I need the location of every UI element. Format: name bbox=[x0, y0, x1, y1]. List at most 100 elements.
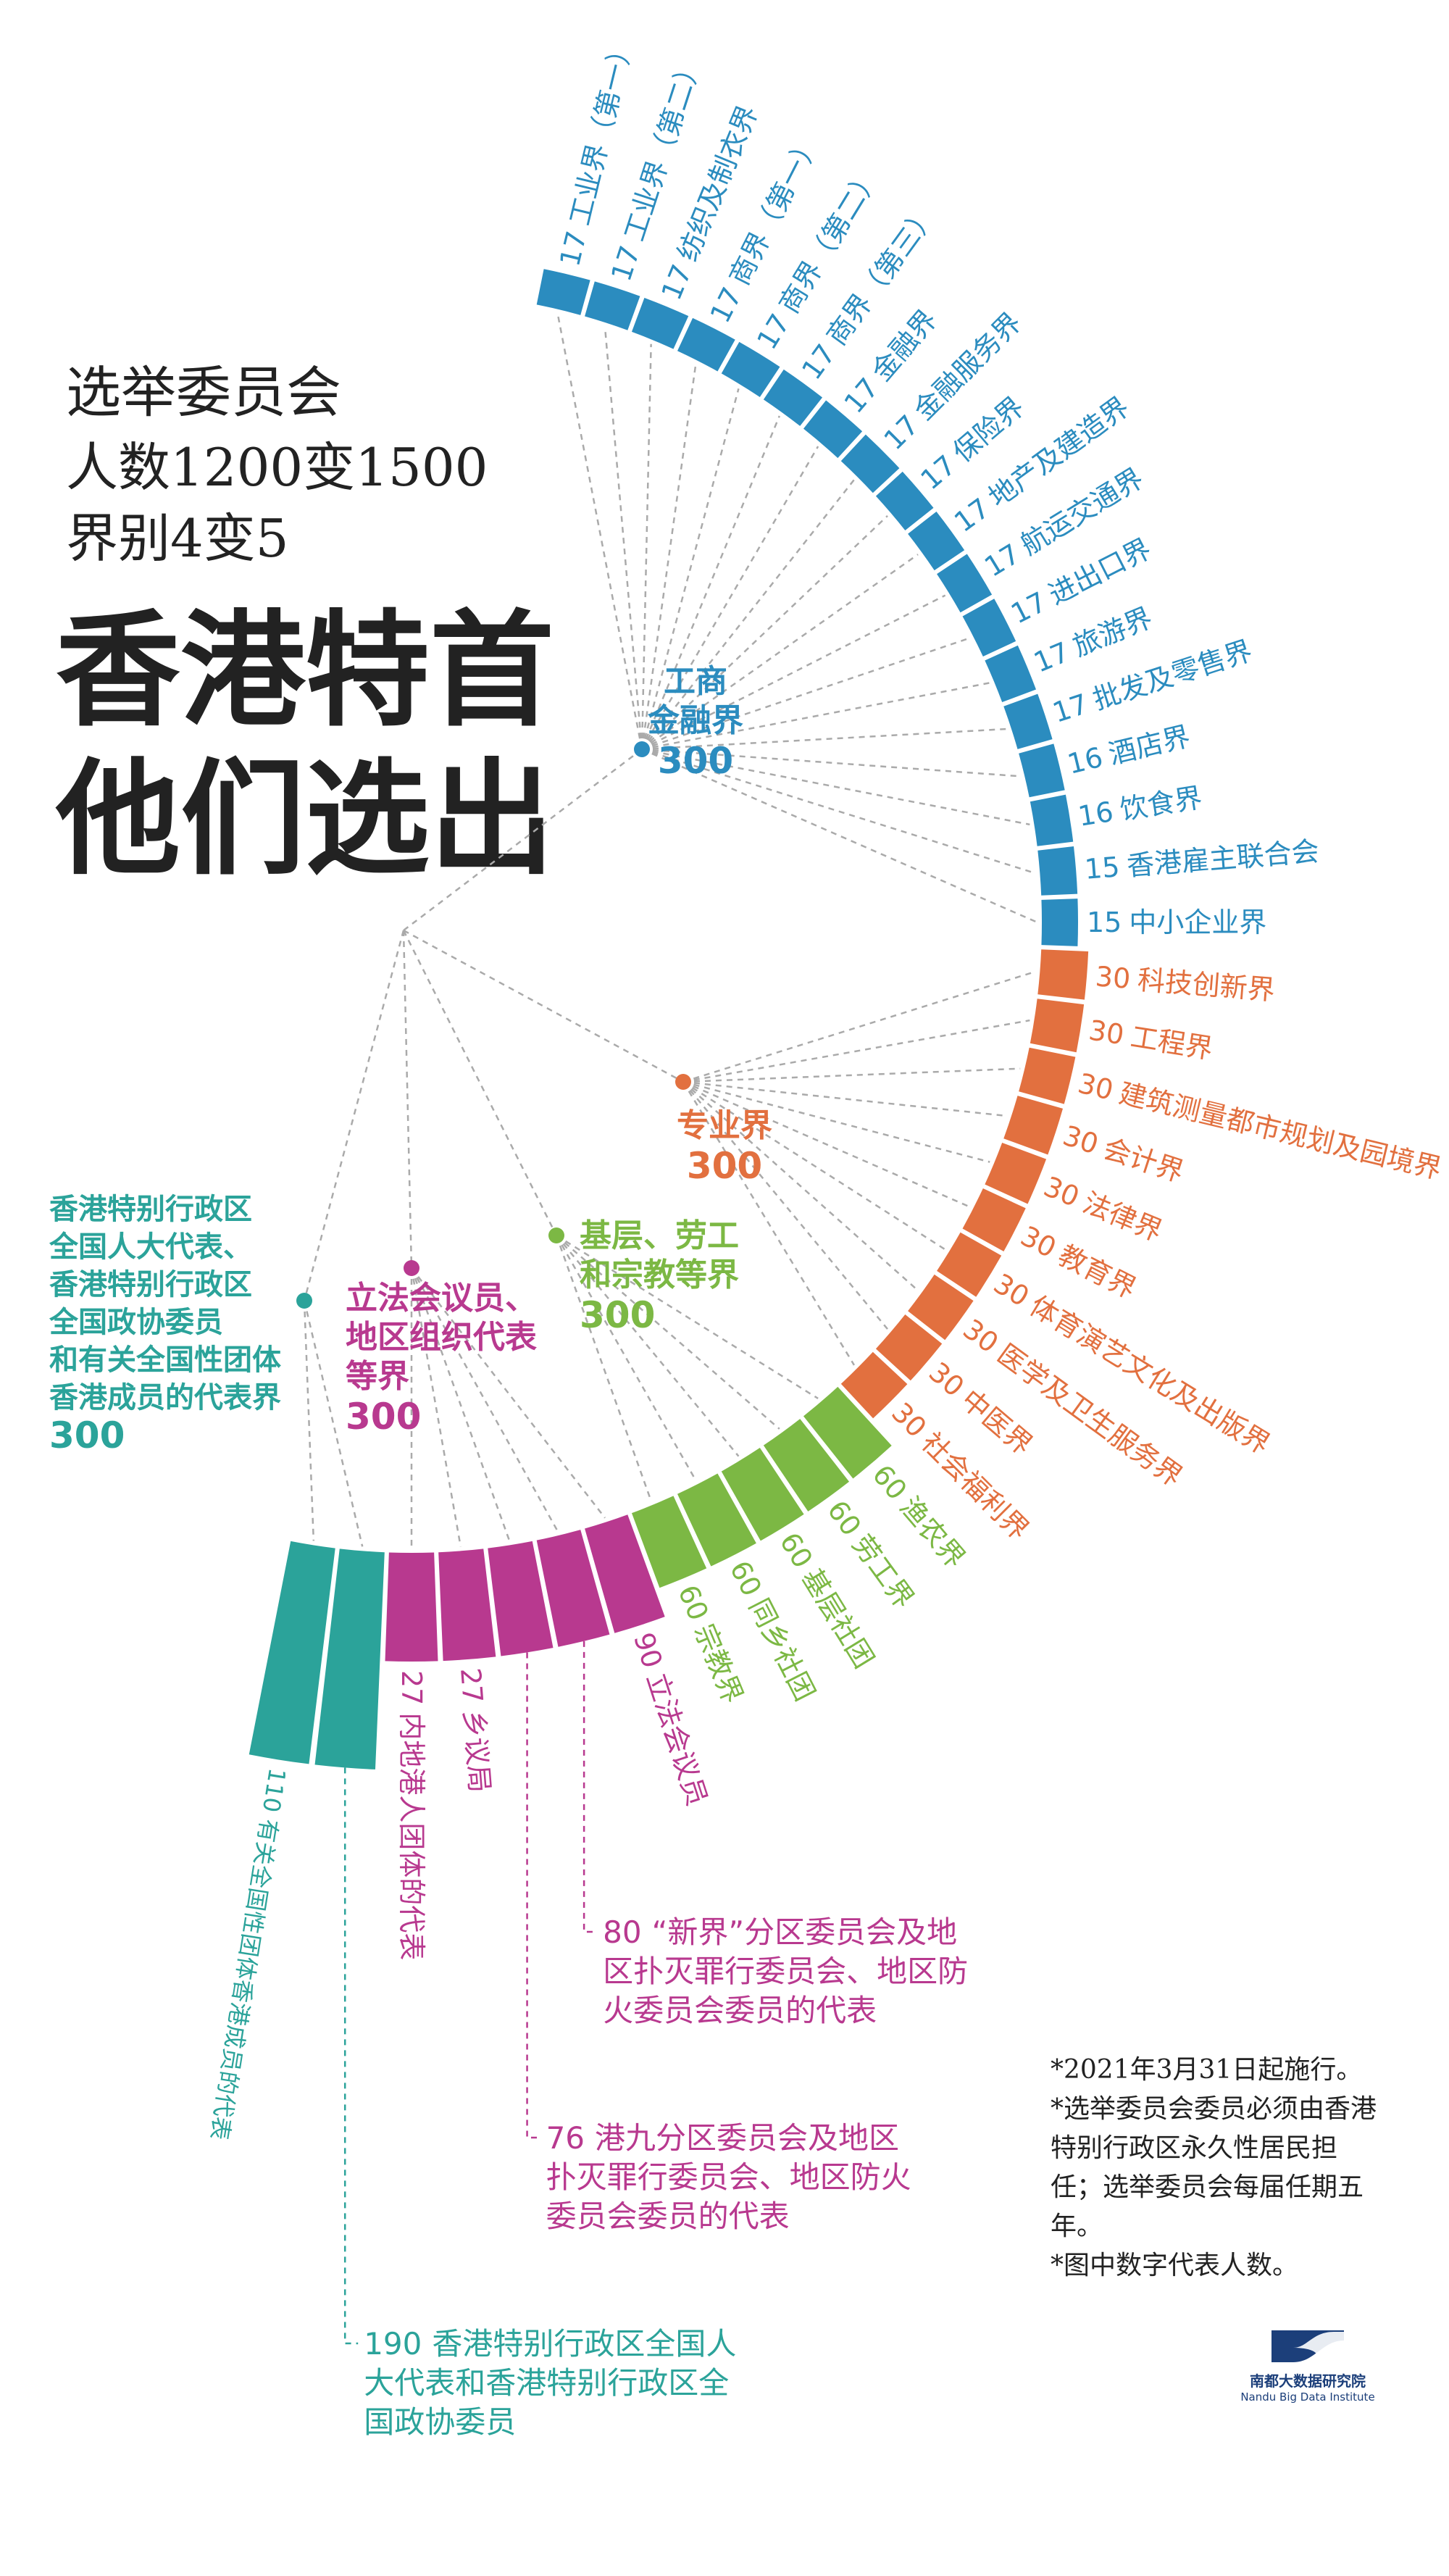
sector-bar bbox=[1030, 794, 1074, 846]
sector-label: 16酒店界 bbox=[1064, 720, 1193, 780]
sector-bar bbox=[1041, 899, 1078, 946]
callout-label: 76 港九分区委员会及地区扑灭罪行委员会、地区防火委员会委员的代表 bbox=[546, 2119, 919, 2236]
sector-bar bbox=[763, 1419, 850, 1512]
sector-leader bbox=[641, 748, 1036, 875]
sector-value: 30 bbox=[1094, 960, 1132, 995]
sector-leader bbox=[682, 1080, 946, 1251]
sector-bar bbox=[840, 1351, 908, 1419]
group-dot bbox=[634, 741, 650, 757]
sector-value: 16 bbox=[1064, 741, 1106, 780]
sector-bar bbox=[721, 1448, 804, 1541]
group-name: 等界 bbox=[346, 1358, 409, 1395]
sector-name: 同乡社团 bbox=[743, 1593, 821, 1706]
note: *2021年3月31日起施行。 bbox=[1051, 2055, 1363, 2085]
sector-bar bbox=[1037, 949, 1089, 1000]
header-line: 界别4变5 bbox=[66, 508, 289, 569]
sector-bar bbox=[985, 645, 1037, 703]
sector-bar bbox=[763, 369, 823, 426]
group-name: 香港特别行政区 bbox=[49, 1193, 252, 1226]
sector-label: 15 香港雇主联合会 bbox=[1083, 835, 1320, 885]
sector-name: 中小企业界 bbox=[1129, 906, 1266, 938]
sector-bar bbox=[1019, 1047, 1076, 1104]
sector-leader bbox=[556, 1234, 819, 1400]
sector-name: 科技创新界 bbox=[1137, 964, 1277, 1006]
sector-value: 30 bbox=[988, 1267, 1035, 1313]
title: 香港特首 bbox=[56, 598, 554, 743]
sector-bar bbox=[677, 1473, 756, 1567]
sector-bar bbox=[908, 511, 965, 571]
sector-name: 中医界 bbox=[955, 1383, 1038, 1462]
callout-leader bbox=[343, 1767, 359, 2345]
group-name: 和宗教等界 bbox=[580, 1256, 739, 1293]
group-name: 全国人大代表、 bbox=[49, 1230, 252, 1264]
sector-label: 15 中小企业界 bbox=[1087, 906, 1266, 938]
sector-bar bbox=[631, 297, 689, 349]
sector-value: 17 bbox=[979, 538, 1025, 583]
sector-bar bbox=[803, 1386, 892, 1479]
sector-leader bbox=[410, 1267, 511, 1541]
sector-leader bbox=[682, 970, 1036, 1083]
group-label: 工商金融界 300 bbox=[647, 663, 743, 782]
sector-name: “新界”分区委员会及地区扑灭罪行委员会、地区防火委员会委员的代表 bbox=[603, 1914, 969, 2028]
sector-name: 基层社团 bbox=[796, 1563, 880, 1674]
sector-value: 17 bbox=[796, 338, 842, 385]
sector-value: 30 bbox=[1039, 1170, 1084, 1213]
sector-value: 17 bbox=[1030, 636, 1074, 679]
sector-name: 宗教界 bbox=[688, 1620, 749, 1708]
group-dot bbox=[548, 1227, 564, 1243]
group-total: 300 bbox=[580, 1294, 655, 1336]
sector-bar bbox=[314, 1548, 385, 1770]
callout-leader bbox=[582, 1641, 598, 1933]
sector-value: 30 bbox=[957, 1313, 1004, 1359]
group-label: 立法会议员、地区组织代表等界 300 bbox=[346, 1280, 537, 1438]
sector-bar bbox=[1003, 693, 1053, 749]
sector-bar bbox=[985, 1142, 1047, 1204]
sector-leader bbox=[640, 415, 781, 750]
sector-name: 立法会议员 bbox=[640, 1669, 714, 1809]
sector-name: 渔农界 bbox=[893, 1491, 972, 1574]
sector-name: 进出口界 bbox=[1043, 533, 1156, 611]
sector-value: 17 bbox=[1049, 688, 1093, 729]
sector-label: 30 科技创新界 bbox=[1094, 960, 1276, 1006]
logo-name: 南都大数据研究院 bbox=[1250, 2372, 1366, 2390]
sector-value: 17 bbox=[877, 409, 924, 456]
sector-value: 90 bbox=[627, 1629, 669, 1672]
sector-name: 香港特别行政区全国人大代表和香港特别行政区全国政协委员 bbox=[364, 2326, 737, 2440]
sector-value: 60 bbox=[867, 1459, 914, 1506]
group-name: 金融界 bbox=[647, 702, 743, 739]
sector-leader bbox=[641, 748, 1038, 924]
sector-value: 30 bbox=[1075, 1067, 1116, 1106]
sector-leader bbox=[640, 388, 740, 750]
sector-name: 教育界 bbox=[1053, 1239, 1142, 1305]
sector-name: 香港雇主联合会 bbox=[1126, 835, 1321, 882]
sector-name: 港九分区委员会及地区扑灭罪行委员会、地区防火委员会委员的代表 bbox=[546, 2120, 911, 2234]
sector-value: 27 bbox=[396, 1670, 427, 1705]
header-line: 选举委员会 bbox=[66, 360, 341, 425]
sector-bar bbox=[908, 1274, 974, 1341]
sector-bar bbox=[1003, 1096, 1064, 1155]
sector-name: 酒店界 bbox=[1106, 720, 1193, 770]
sector-leader bbox=[555, 1235, 697, 1481]
sector-leader bbox=[640, 343, 652, 750]
sector-name: 乡议局 bbox=[458, 1709, 496, 1793]
sector-value: 80 bbox=[603, 1914, 642, 1950]
sector-value: 30 bbox=[1059, 1120, 1103, 1161]
sector-bar bbox=[536, 269, 590, 315]
group-label: 基层、劳工和宗教等界 300 bbox=[580, 1217, 739, 1336]
group-total: 300 bbox=[346, 1396, 421, 1438]
group-total: 300 bbox=[687, 1145, 762, 1187]
sector-leader bbox=[682, 1081, 856, 1366]
group-total: 300 bbox=[49, 1414, 125, 1456]
sector-leader bbox=[682, 1019, 1030, 1083]
sector-value: 30 bbox=[1016, 1220, 1061, 1264]
sector-name: 保险界 bbox=[947, 391, 1030, 469]
sector-name: 法律界 bbox=[1078, 1186, 1166, 1247]
logo-mark bbox=[1271, 2330, 1344, 2362]
sector-name: 旅游界 bbox=[1069, 601, 1157, 662]
sector-name: 工程界 bbox=[1129, 1021, 1215, 1065]
group-dot bbox=[675, 1074, 691, 1090]
group-name: 专业界 bbox=[677, 1107, 772, 1144]
sector-bar bbox=[721, 341, 780, 397]
sector-value: 30 bbox=[923, 1356, 970, 1403]
